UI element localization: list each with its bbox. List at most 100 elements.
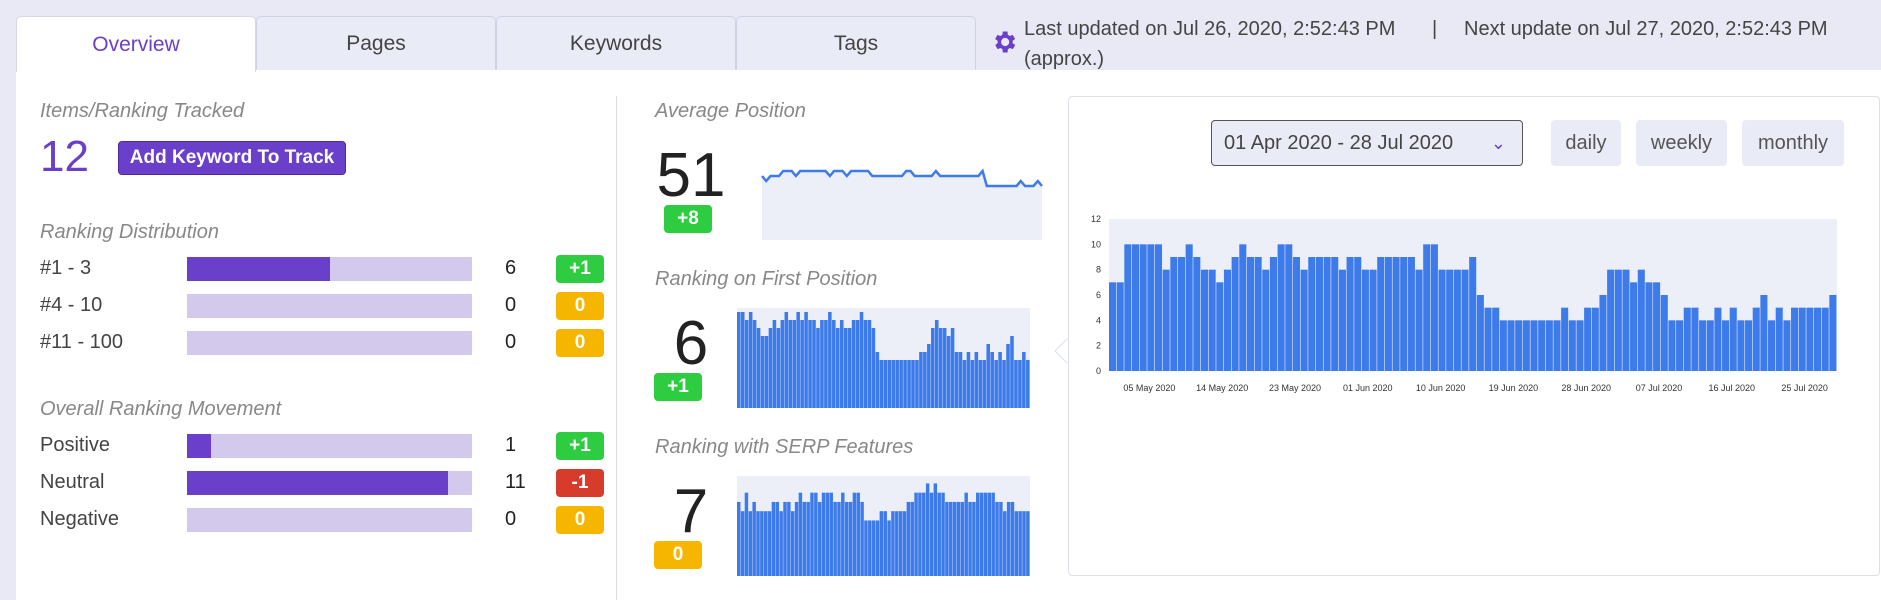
movement-change-badge: +1	[556, 432, 604, 460]
chart-bar	[1300, 269, 1308, 371]
first-position-spark-bar	[962, 360, 967, 408]
first-position-spark-bar	[772, 320, 777, 408]
serp-spark-bar	[945, 501, 949, 576]
chart-bar	[1645, 282, 1653, 371]
first-position-spark-bar	[800, 320, 804, 408]
add-keyword-button[interactable]: Add Keyword To Track	[118, 141, 346, 175]
chart-bar	[1745, 320, 1753, 371]
serp-spark-bar	[933, 483, 938, 576]
first-position-spark-bar	[966, 352, 971, 408]
chart-bar	[1331, 257, 1339, 371]
serp-spark-bar	[825, 492, 830, 576]
serp-spark-bar	[829, 492, 833, 576]
first-position-spark-bar	[835, 328, 840, 408]
chart-bar	[1162, 269, 1170, 371]
first-position-spark-bar	[938, 328, 943, 408]
avg-position-value: 51	[656, 141, 726, 210]
serp-spark-bar	[1026, 511, 1030, 576]
ranking-bar-chart: 0 2 4 6 8 10 12 05 May 2020 14 May 2020 23 May 20…	[1091, 214, 1837, 393]
serp-spark-bar	[752, 501, 756, 576]
distribution-bar	[187, 257, 472, 281]
first-position-spark-bar	[927, 344, 931, 408]
chart-bar	[1262, 269, 1270, 371]
serp-spark-bar	[910, 501, 914, 576]
tab-overview[interactable]: Overview	[16, 16, 256, 72]
period-weekly-button[interactable]: weekly	[1636, 120, 1727, 166]
serp-spark-bar	[960, 501, 965, 576]
first-position-spark-bar	[911, 360, 915, 408]
first-position-spark-bar	[851, 320, 856, 408]
date-range-value: 01 Apr 2020 - 28 Jul 2020	[1224, 131, 1454, 154]
serp-spark-bar	[952, 501, 957, 576]
date-range-select[interactable]: 01 Apr 2020 - 28 Jul 2020 ⌄	[1211, 120, 1523, 166]
chart-bar	[1791, 307, 1799, 371]
first-position-spark-bar	[986, 344, 991, 408]
serp-spark-bar	[852, 492, 857, 576]
chart-bar	[1798, 307, 1806, 371]
chart-bar	[1806, 307, 1814, 371]
distribution-count: 6	[505, 257, 517, 279]
chart-card: 01 Apr 2020 - 28 Jul 2020 ⌄ daily weekly…	[1068, 96, 1880, 576]
movement-row-label: Positive	[40, 434, 111, 456]
chart-bar	[1545, 320, 1553, 371]
tab-pages[interactable]: Pages	[256, 16, 496, 70]
chart-bar	[1814, 307, 1822, 371]
chart-bar	[1308, 257, 1316, 371]
chart-bar	[1109, 282, 1117, 371]
chart-bar	[1438, 269, 1446, 371]
serp-spark-bar	[848, 501, 853, 576]
chart-bar	[1706, 320, 1714, 371]
chart-bar	[1829, 295, 1837, 371]
chart-bar	[1154, 244, 1163, 371]
movement-row: Negative 0 0	[40, 506, 604, 534]
chart-bar	[1515, 320, 1523, 371]
approx-text: (approx.)	[1024, 48, 1105, 70]
movement-count: 0	[505, 508, 517, 530]
serp-spark-bar	[760, 511, 764, 576]
serp-spark-bar	[891, 511, 895, 576]
tab-tags[interactable]: Tags	[736, 16, 976, 70]
serp-spark-bar	[814, 492, 818, 576]
serp-spark-bar	[991, 492, 995, 576]
first-position-spark-bar	[994, 360, 998, 408]
y-tick-label: 8	[1096, 265, 1101, 275]
distribution-row-label: #1 - 3	[40, 257, 92, 279]
first-position-spark-bar	[899, 360, 903, 408]
movement-bar	[187, 434, 472, 458]
first-position-spark-bar	[796, 312, 800, 408]
first-position-spark-bar	[915, 360, 919, 408]
first-position-spark-bar	[737, 312, 741, 408]
distribution-bar	[187, 331, 472, 355]
first-position-spark-bar	[982, 360, 987, 408]
chart-bar	[1561, 307, 1569, 371]
period-daily-button[interactable]: daily	[1551, 120, 1621, 166]
serp-spark-bar	[929, 492, 934, 576]
first-position-spark-bar	[970, 360, 975, 408]
first-position-spark-bar	[744, 320, 749, 408]
first-position-spark-bar	[1022, 352, 1026, 408]
chart-bar	[1614, 269, 1622, 371]
first-position-spark-bar	[843, 328, 848, 408]
distribution-row-label: #11 - 100	[40, 331, 124, 353]
first-position-spark-bar	[832, 320, 836, 408]
serp-spark-bar	[983, 492, 988, 576]
serp-spark-bar	[956, 501, 961, 576]
chart-bar	[1407, 257, 1415, 371]
overview-panel: Items/Ranking Tracked 12 Add Keyword To …	[16, 70, 1881, 600]
chart-bar	[1377, 257, 1385, 371]
gear-icon[interactable]	[990, 28, 1018, 56]
tab-keywords[interactable]: Keywords	[496, 16, 736, 70]
first-position-spark-bar	[903, 360, 907, 408]
chart-bar	[1384, 257, 1392, 371]
chart-bar	[1223, 269, 1232, 371]
chart-bar	[1607, 269, 1615, 371]
movement-bar-fill	[187, 434, 211, 458]
chart-bar	[1584, 307, 1592, 371]
period-monthly-button[interactable]: monthly	[1742, 120, 1844, 166]
avg-position-area	[762, 171, 1042, 240]
first-position-spark-bar	[756, 328, 761, 408]
chart-bar	[1768, 320, 1776, 371]
serp-spark-bar	[744, 492, 749, 576]
first-position-spark-bar	[990, 352, 994, 408]
serp-spark-bar	[914, 492, 918, 576]
